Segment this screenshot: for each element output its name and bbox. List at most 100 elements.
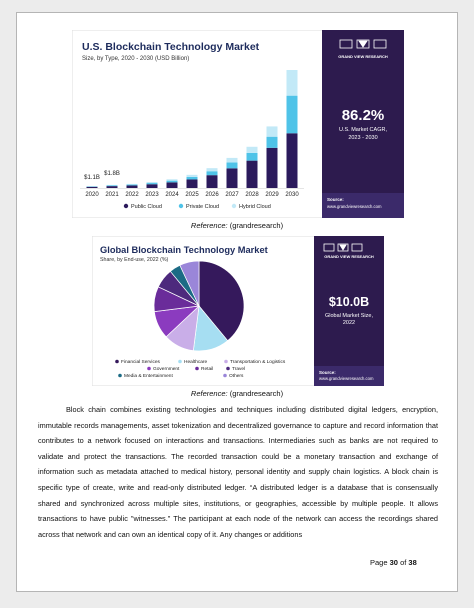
legend-swatch [178,203,184,209]
bar-segment [226,162,238,169]
bar-segment [126,184,138,186]
chart-title: Global Blockchain Technology Market [100,245,268,255]
sidebar [314,236,384,386]
chart-subtitle: Share, by End-use, 2022 (%) [100,257,169,263]
x-tick-label: 2020 [85,192,99,198]
reference: Reference: (grandresearch) [87,389,387,398]
source-url: www.grandviewresearch.com [319,376,374,381]
source-band [322,193,404,218]
bar-segment [266,136,278,148]
x-tick-label: 2029 [265,192,279,198]
bar-segment [186,176,198,180]
stat: $10.0B [329,295,369,309]
legend-label: Others [229,373,244,379]
bar-segment [106,185,118,187]
legend-label: Healthcare [184,359,208,365]
brand: GRAND VIEW RESEARCH [324,254,374,259]
reference-label: Reference: [190,389,228,398]
legend-swatch [178,359,182,364]
chart-subtitle: Size, by Type, 2020 - 2030 (USD Billion) [82,56,189,62]
stat-label: Global Market Size, [325,313,373,319]
page-footer: Page 30 of 38 [370,558,417,567]
x-tick-label: 2022 [125,192,139,198]
source-label: Source: [327,197,344,202]
bar-segment [146,184,158,188]
reference-text: (grandresearch) [229,221,284,230]
pie-slice [179,260,200,307]
value-label: $1.8B [104,171,120,177]
legend-swatch [224,359,228,364]
stat: 86.2% [342,107,385,124]
x-tick-label: 2021 [105,192,119,198]
brand: GRAND VIEW RESEARCH [338,54,388,59]
pie-slice [198,260,245,342]
bar-segment [286,70,298,96]
x-tick-label: 2024 [165,192,179,198]
bar-segment [166,179,178,181]
bar-segment [106,186,118,188]
bar-segment [166,182,178,188]
chart-title: U.S. Blockchain Technology Market [82,41,260,53]
legend-swatch [115,359,119,364]
logo [339,39,387,49]
legend-label: Hybrid Cloud [239,204,271,210]
footer-word: Page [370,558,388,567]
bar-segment [106,184,118,186]
reference: Reference: (grandresearch) [87,221,387,230]
bar-segment [146,183,158,185]
bar-segment [206,175,218,188]
bar-segment [206,168,218,172]
bar-segment [226,168,238,188]
stat-label: 2022 [343,320,355,326]
source-label: Source: [319,370,336,375]
reference-label: Reference: [190,221,228,230]
bar-segment [246,146,258,153]
value-label: $1.1B [84,175,100,181]
bar-segment [206,171,218,176]
legend-swatch [195,366,199,371]
bar-segment [86,186,98,188]
legend-label: Financial Services [121,359,161,365]
legend-swatch [231,203,237,209]
reference-text: (grandresearch) [229,389,284,398]
legend-label: Media & Entertainment [124,373,173,379]
bar-segment [226,157,238,163]
stat-label: 2023 - 2030 [348,135,377,141]
bar-segment [286,133,298,188]
bar-segment [146,182,158,184]
x-tick-label: 2030 [285,192,299,198]
bar-segment [246,160,258,188]
source-band [314,366,384,386]
x-tick-label: 2027 [225,192,239,198]
body-paragraph: Block chain combines existing technologi… [38,405,438,539]
x-tick-label: 2025 [185,192,199,198]
source-url: www.grandviewresearch.com [327,204,382,209]
bar-segment [266,126,278,137]
bar-segment [186,174,198,177]
figure-2: Global Blockchain Technology Market Share… [92,236,384,386]
bar-segment [126,185,138,188]
bar-segment [266,147,278,188]
bar-segment [166,180,178,183]
x-tick-label: 2026 [205,192,219,198]
bar-segment [186,179,198,188]
legend-label: Public Cloud [131,204,162,210]
legend-label: Retail [201,366,213,372]
bar-segment [126,183,138,185]
legend-label: Private Cloud [186,204,219,210]
x-tick-label: 2028 [245,192,259,198]
legend-label: Travel [232,366,245,372]
page-total: 38 [408,558,417,567]
legend-swatch [123,203,129,209]
logo [323,243,363,252]
legend-swatch [118,373,122,378]
x-tick-label: 2023 [145,192,159,198]
page-number: 30 [389,558,398,567]
bar-segment [286,95,298,134]
stat-label: U.S. Market CAGR, [339,127,387,133]
sidebar [322,30,404,218]
legend-label: Transportation & Logistics [230,359,286,365]
bar-segment [246,152,258,161]
legend-swatch [147,366,151,371]
